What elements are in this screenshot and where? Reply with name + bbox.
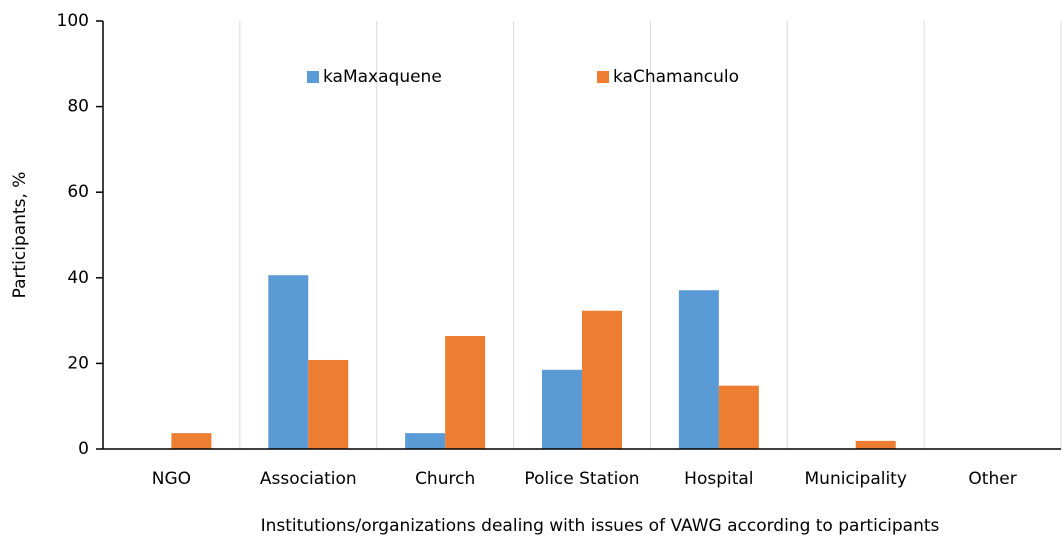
x-axis-label: Institutions/organizations dealing with … xyxy=(261,516,940,536)
bar xyxy=(582,310,622,449)
bar xyxy=(171,433,212,449)
x-tick-label: Police Station xyxy=(524,469,639,489)
bar xyxy=(445,336,486,449)
x-tick-label: Association xyxy=(260,469,357,489)
legend-swatch xyxy=(597,71,609,83)
bar xyxy=(855,440,896,449)
x-tick-label: NGO xyxy=(152,469,191,489)
y-tick-label: 80 xyxy=(67,97,89,117)
y-tick-label: 0 xyxy=(78,439,89,459)
x-tick-label: Other xyxy=(968,469,1016,489)
bar xyxy=(268,275,309,449)
bar xyxy=(542,369,582,449)
y-tick-label: 20 xyxy=(67,353,89,373)
legend-swatch xyxy=(307,71,319,83)
bar xyxy=(678,290,719,449)
bar xyxy=(308,359,349,449)
y-axis-label: Participants, % xyxy=(10,172,30,299)
y-tick-label: 100 xyxy=(57,11,89,31)
bar xyxy=(405,433,446,449)
x-tick-label: Hospital xyxy=(684,469,753,489)
y-tick-label: 60 xyxy=(67,182,89,202)
bar xyxy=(718,385,759,449)
legend-label: kaMaxaquene xyxy=(323,67,442,87)
y-tick-label: 40 xyxy=(67,268,89,288)
x-tick-label: Municipality xyxy=(805,469,907,489)
x-tick-label: Church xyxy=(415,469,475,489)
legend-label: kaChamanculo xyxy=(613,67,739,87)
